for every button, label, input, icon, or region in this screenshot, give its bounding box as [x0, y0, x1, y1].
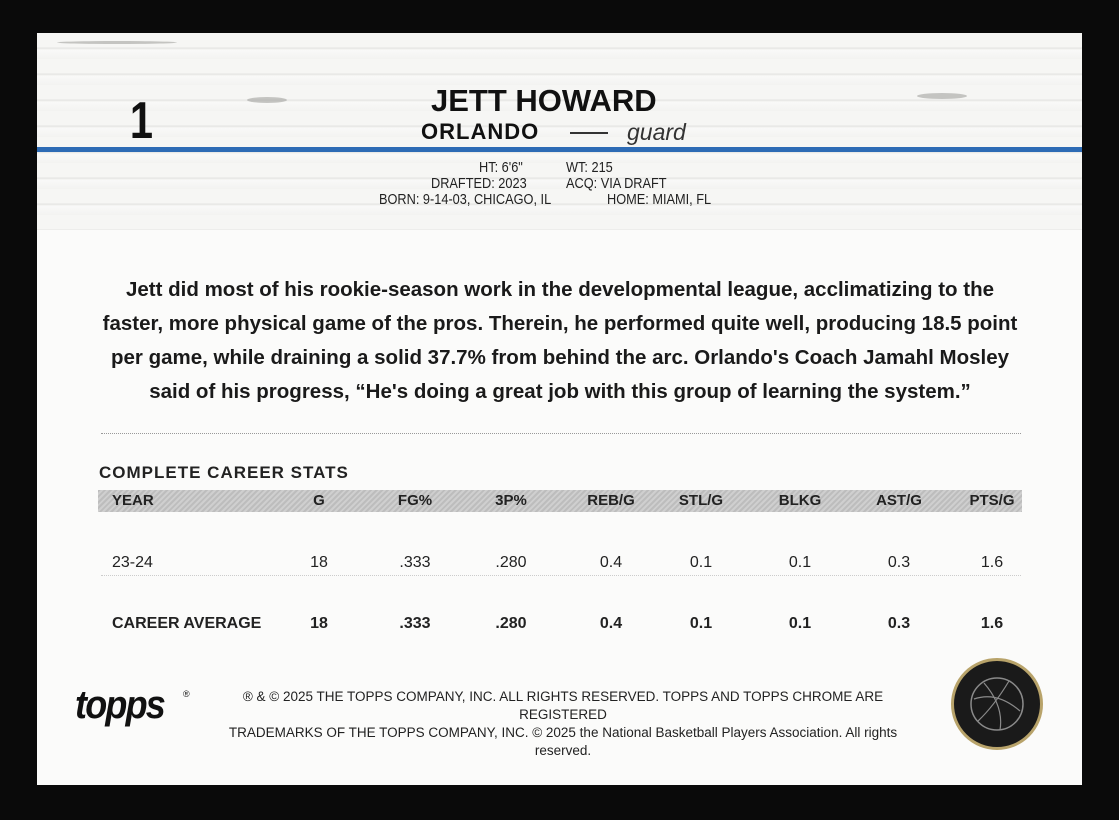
stats-cell-career: 0.1 [788, 615, 812, 632]
stats-cell-career: CAREER AVERAGE [112, 615, 262, 632]
section-divider [101, 433, 1021, 434]
bio-home: HOME: MIAMI, FL [607, 191, 712, 208]
nbpa-seal-logo [951, 658, 1043, 750]
header-divider [37, 147, 1082, 152]
stats-cell-season: 0.3 [887, 554, 911, 571]
stats-cell-season: 23-24 [112, 554, 153, 571]
wood-grain-header [37, 33, 1082, 230]
stats-header-fg: FG% [397, 492, 433, 509]
stats-cell-season: 0.1 [788, 554, 812, 571]
wood-knot [247, 97, 287, 103]
stats-cell-career: 0.3 [887, 615, 911, 632]
row-divider [101, 575, 1021, 576]
bio-acquired: ACQ: VIA DRAFT [566, 175, 667, 192]
stats-cell-career: 0.1 [689, 615, 713, 632]
legal-line-1: ® & © 2025 THE TOPPS COMPANY, INC. ALL R… [242, 689, 884, 722]
legal-text: ® & © 2025 THE TOPPS COMPANY, INC. ALL R… [207, 688, 919, 760]
stats-cell-season: 18 [310, 554, 328, 571]
player-name: JETT HOWARD [431, 83, 657, 118]
wood-knot [917, 93, 967, 99]
stats-header-ptsg: PTS/G [969, 492, 1015, 509]
trading-card-back: 1 JETT HOWARD ORLANDO guard HT: 6'6" WT:… [37, 33, 1082, 785]
bio-drafted: DRAFTED: 2023 [431, 175, 527, 192]
stats-cell-season: 0.4 [599, 554, 623, 571]
bio-born: BORN: 9-14-03, CHICAGO, IL [379, 191, 552, 208]
stats-header-rebg: REB/G [587, 492, 635, 509]
legal-line-2: TRADEMARKS OF THE TOPPS COMPANY, INC. © … [228, 725, 898, 758]
wood-knot [57, 41, 177, 44]
stats-cell-career: .280 [495, 615, 527, 632]
stats-header-bar [98, 490, 1022, 512]
stats-header-3p: 3P% [495, 492, 527, 509]
stats-header-year: YEAR [112, 492, 154, 509]
stats-header-astg: AST/G [876, 492, 922, 509]
stats-cell-career: 1.6 [980, 615, 1004, 632]
stats-cell-season: .280 [495, 554, 527, 571]
team-name: ORLANDO [421, 119, 540, 144]
stats-header-blkg: BLKG [778, 492, 822, 509]
stats-cell-season: 1.6 [980, 554, 1004, 571]
stats-cell-season: .333 [399, 554, 431, 571]
player-blurb: Jett did most of his rookie-season work … [102, 278, 1018, 403]
registered-mark: ® [183, 689, 190, 699]
stats-cell-career: 0.4 [599, 615, 623, 632]
bio-height: HT: 6'6" [479, 159, 523, 176]
stats-cell-season: 0.1 [689, 554, 713, 571]
stats-cell-career: 18 [310, 615, 328, 632]
card-number: 1 [129, 92, 154, 150]
stats-header-g: G [313, 492, 325, 509]
stats-header-stlg: STL/G [678, 492, 724, 509]
stats-title: COMPLETE CAREER STATS [99, 463, 349, 482]
topps-logo: topps [75, 683, 166, 727]
bio-weight: WT: 215 [566, 159, 613, 176]
stats-cell-career: .333 [399, 615, 431, 632]
player-position: guard [627, 119, 686, 145]
dash-divider [570, 132, 608, 134]
